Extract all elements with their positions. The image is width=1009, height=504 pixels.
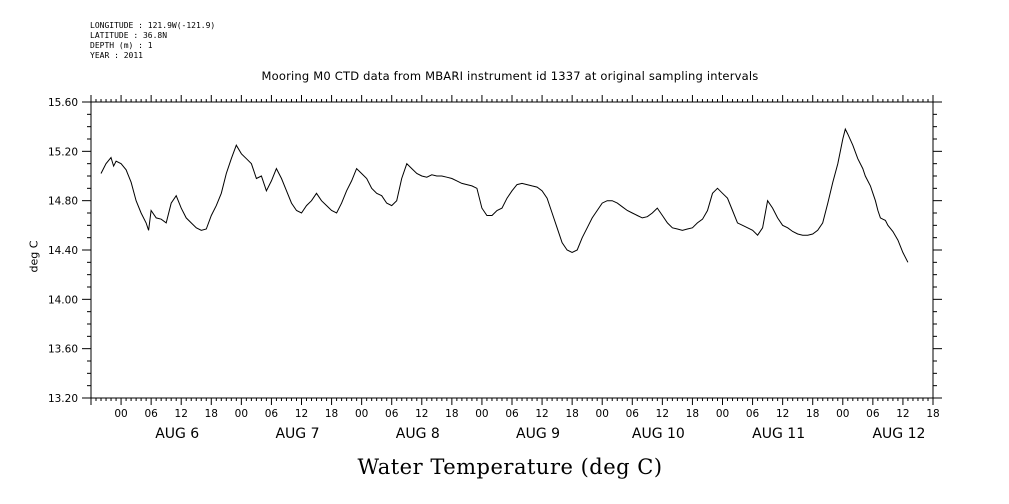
x-tick-label: 06 xyxy=(746,408,760,420)
x-tick-label: 00 xyxy=(836,408,849,420)
day-label: AUG 12 xyxy=(872,426,925,442)
x-tick-label: 06 xyxy=(866,408,880,420)
x-tick-label: 12 xyxy=(295,408,308,420)
metadata-block: LONGITUDE : 121.9W(-121.9) LATITUDE : 36… xyxy=(90,21,215,61)
year-text: YEAR : 2011 xyxy=(90,51,143,60)
x-tick-label: 06 xyxy=(505,408,519,420)
day-label: AUG 10 xyxy=(632,426,685,442)
x-tick-label: 12 xyxy=(535,408,548,420)
x-tick-label: 18 xyxy=(445,408,458,420)
axis-ticks xyxy=(82,95,942,405)
x-tick-label: 00 xyxy=(716,408,729,420)
day-label: AUG 6 xyxy=(155,426,199,442)
x-tick-label: 12 xyxy=(776,408,789,420)
temperature-line xyxy=(100,127,909,263)
x-tick-label: 12 xyxy=(656,408,669,420)
x-tick-label: 00 xyxy=(596,408,609,420)
y-tick-label: 13.20 xyxy=(48,393,78,405)
x-tick-label: 18 xyxy=(205,408,218,420)
y-tick-label: 15.60 xyxy=(48,97,78,109)
x-tick-label: 18 xyxy=(686,408,699,420)
x-tick-label: 18 xyxy=(806,408,819,420)
day-label: AUG 11 xyxy=(752,426,805,442)
x-tick-label: 18 xyxy=(325,408,338,420)
x-tick-label: 12 xyxy=(175,408,188,420)
x-tick-label: 18 xyxy=(926,408,939,420)
x-tick-label: 18 xyxy=(565,408,578,420)
day-label: AUG 9 xyxy=(516,426,560,442)
y-tick-label: 13.60 xyxy=(48,344,78,356)
x-tick-label: 06 xyxy=(144,408,158,420)
longitude-text: LONGITUDE : 121.9W(-121.9) xyxy=(90,21,216,30)
x-axis-label: Water Temperature (deg C) xyxy=(357,455,663,479)
day-label: AUG 7 xyxy=(275,426,319,442)
y-tick-label: 14.40 xyxy=(48,245,78,257)
x-tick-label: 06 xyxy=(626,408,640,420)
x-tick-label: 00 xyxy=(355,408,368,420)
x-tick-label: 00 xyxy=(475,408,488,420)
x-tick-label: 00 xyxy=(235,408,248,420)
x-tick-label: 06 xyxy=(265,408,279,420)
y-tick-label: 14.80 xyxy=(48,196,78,208)
latitude-text: LATITUDE : 36.8N xyxy=(90,31,168,40)
chart-title: Mooring M0 CTD data from MBARI instrumen… xyxy=(261,69,759,83)
depth-text: DEPTH (m) : 1 xyxy=(90,41,153,50)
x-tick-label: 00 xyxy=(114,408,127,420)
y-tick-label: 15.20 xyxy=(48,146,78,158)
x-tick-label: 06 xyxy=(385,408,399,420)
plot-frame xyxy=(90,101,934,399)
x-tick-label: 12 xyxy=(896,408,909,420)
axis-tick-labels: 00 06 12 18 00 06 12 18 00 06 12 18 00 06 12 18 00 06 12 18… xyxy=(48,97,940,442)
day-label: AUG 8 xyxy=(396,426,440,442)
y-tick-label: 14.00 xyxy=(48,294,78,306)
x-tick-label: 12 xyxy=(415,408,428,420)
